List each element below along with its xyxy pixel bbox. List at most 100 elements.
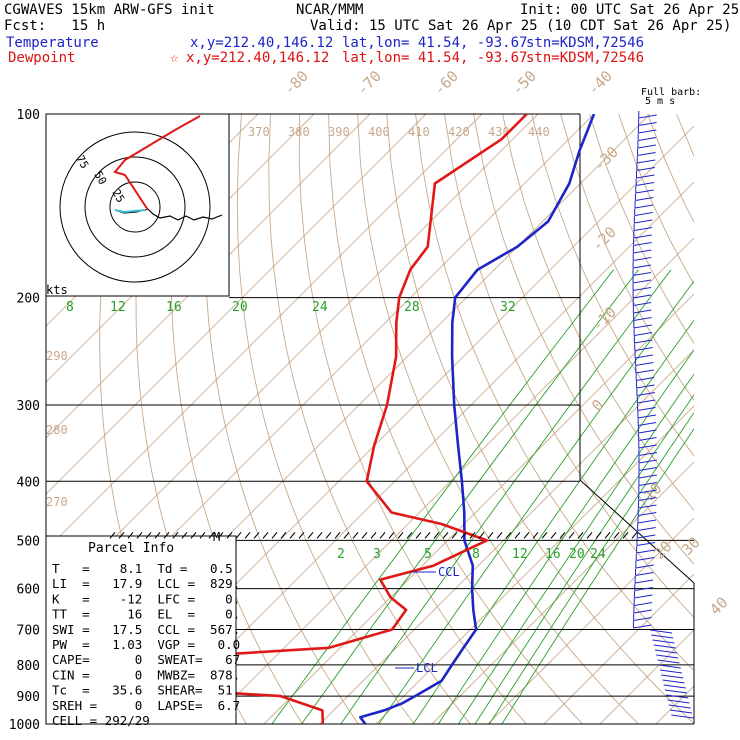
hodograph-units-label: kts	[46, 283, 68, 297]
wind-barb	[649, 629, 673, 634]
temperature-latlon: lat,lon= 41.54, -93.67	[342, 35, 528, 51]
pressure-tick-label: 300	[17, 399, 40, 414]
theta-label: 420	[448, 125, 470, 139]
hatch-mark	[136, 532, 143, 539]
wind-barb	[633, 609, 652, 614]
wind-barb	[637, 527, 656, 531]
hatch-mark	[361, 532, 368, 539]
wind-barb	[636, 167, 655, 171]
hatch-mark	[469, 532, 476, 539]
wind-barb	[635, 369, 654, 374]
barb-legend-units: 5 m s	[645, 96, 675, 107]
hatch-mark	[181, 532, 188, 539]
isotherm-line	[46, 114, 371, 439]
hatch-mark	[127, 532, 134, 539]
dry-adiabat-line	[298, 114, 527, 724]
isotherm-line	[151, 181, 694, 724]
wind-barb	[633, 294, 652, 299]
wind-barb	[635, 362, 654, 366]
temperature-tick-label: -30	[590, 143, 622, 175]
wind-barb	[633, 317, 652, 321]
wind-barb	[636, 542, 656, 546]
hatch-mark	[586, 532, 593, 539]
hatch-mark	[352, 532, 359, 539]
wind-barb	[634, 354, 654, 359]
wind-barb	[638, 497, 657, 501]
mixing-ratio-label: 20	[569, 547, 585, 562]
wind-barb	[638, 489, 657, 494]
hatch-mark	[397, 532, 404, 539]
isotherm-line	[263, 293, 694, 724]
mixing-ratio-label: 16	[545, 547, 561, 562]
temperature-tick-label: -50	[508, 67, 540, 99]
parcel-info-row: SREH = 0 LAPSE= 6.7	[52, 698, 240, 713]
wind-barb	[656, 654, 679, 659]
wind-barb	[633, 624, 652, 629]
parcel-info-row: CELL = 292/29	[52, 713, 150, 728]
wind-barb	[634, 204, 654, 209]
parcel-info-row: T = 8.1 Td = 0.5	[52, 561, 233, 576]
hatch-mark	[442, 532, 449, 539]
mixing-ratio-label: 24	[590, 547, 606, 562]
wind-barb	[633, 309, 652, 314]
mixing-ratio-label: 28	[404, 300, 420, 315]
wind-barb	[637, 144, 656, 149]
chart-annotations: CCL LCL M	[109, 530, 638, 675]
theta-label: 370	[248, 125, 270, 139]
dry-adiabat-line	[444, 114, 694, 618]
dry-adiabat-line	[268, 114, 471, 724]
parcel-info-row: CAPE= 0 SWEAT= 67	[52, 652, 240, 667]
isotherm-line	[543, 573, 694, 724]
mixing-ratio-label: 12	[110, 300, 126, 315]
parcel-info-frame	[45, 535, 237, 725]
wind-barb	[634, 332, 653, 336]
wind-barb	[638, 459, 658, 464]
mixing-ratio-line	[458, 373, 694, 724]
hatch-mark	[460, 532, 467, 539]
wind-barb	[632, 272, 652, 276]
init-time: Init: 00 UTC Sat 26 Apr 25	[520, 2, 740, 18]
temperature-tick-label: -60	[430, 67, 462, 99]
temperature-xy: x,y=212.40,146.12	[190, 35, 334, 51]
hatch-mark	[271, 532, 278, 539]
mixing-ratio-lines	[271, 269, 694, 724]
parcel-info-title: Parcel Info	[88, 541, 174, 556]
hatch-mark	[262, 532, 269, 539]
wind-barb	[633, 302, 652, 306]
dewpoint-xy: x,y=212.40,146.12	[186, 50, 330, 66]
hatch-mark	[613, 532, 620, 539]
mixing-ratio-line	[474, 394, 694, 724]
hatch-mark	[226, 532, 233, 539]
mixing-ratio-label: 20	[232, 300, 248, 315]
wind-barb	[637, 407, 656, 411]
pressure-tick-label: 900	[17, 690, 40, 705]
wind-barb	[633, 242, 652, 246]
mixing-ratio-line	[489, 411, 694, 724]
barb-legend-title: Full barb:	[641, 87, 701, 98]
hatch-mark	[568, 532, 575, 539]
temperature-tick-label: 30	[678, 533, 704, 559]
theta-label: 410	[408, 125, 430, 139]
dewpoint-latlon: lat,lon= 41.54, -93.67	[342, 50, 528, 66]
mixing-ratio-line	[271, 269, 614, 724]
mixing-ratio-label: 32	[500, 300, 516, 315]
hatch-mark	[532, 532, 539, 539]
wind-barb	[638, 512, 657, 516]
wind-barb	[661, 674, 684, 679]
hatch-mark	[487, 532, 494, 539]
hatch-mark	[541, 532, 548, 539]
hatch-mark	[406, 532, 413, 539]
theta-label: 430	[488, 125, 510, 139]
mixing-ratio-label: 8	[66, 300, 74, 315]
wind-barb	[637, 519, 657, 524]
hatch-mark	[496, 532, 503, 539]
dry-adiabat-line	[415, 114, 694, 672]
dry-adiabat-line	[328, 114, 583, 724]
isotherm-line	[375, 405, 694, 724]
hatch-mark	[307, 532, 314, 539]
wind-barb	[635, 197, 654, 201]
hatch-mark	[109, 532, 116, 539]
mixing-ratio-label: 3	[373, 547, 381, 562]
hatch-mark	[298, 532, 305, 539]
